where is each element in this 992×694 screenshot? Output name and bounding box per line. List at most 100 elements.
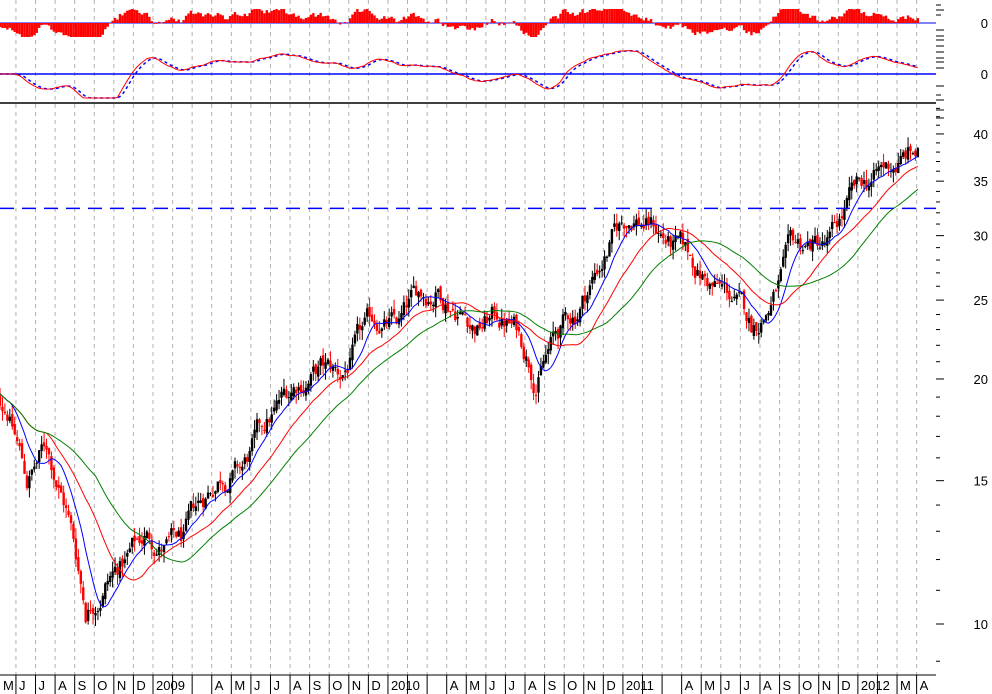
histogram-bar xyxy=(356,9,359,23)
histogram-bar xyxy=(583,12,587,23)
price-bar-body xyxy=(916,148,920,158)
price-bar xyxy=(47,447,51,465)
price-bar xyxy=(547,341,550,365)
price-bar-body xyxy=(130,537,134,547)
histogram-bar xyxy=(157,21,161,23)
price-bar-body xyxy=(231,470,234,481)
price-bar-body xyxy=(520,334,523,347)
price-bar-body xyxy=(248,451,251,462)
histogram-bar xyxy=(666,23,670,26)
price-bar xyxy=(830,214,834,237)
histogram-bar xyxy=(620,9,623,23)
histogram-bar xyxy=(706,23,709,34)
histogram-bar xyxy=(529,23,533,37)
price-bar xyxy=(476,324,479,336)
price-bar-body xyxy=(153,552,156,556)
price-bar xyxy=(314,363,317,382)
histogram-bar xyxy=(211,16,215,23)
histogram-bar xyxy=(764,23,768,26)
price-bar-body xyxy=(209,493,212,495)
price-bar xyxy=(838,213,841,231)
histogram-bar xyxy=(916,18,920,23)
histogram-bar xyxy=(515,23,518,26)
histogram-bar xyxy=(640,18,643,23)
price-bar xyxy=(654,215,658,234)
histogram-indicator-panel xyxy=(0,9,936,37)
x-tick-label: O xyxy=(332,678,342,693)
histogram-bar xyxy=(737,23,741,26)
price-bar xyxy=(106,573,109,592)
price-bar-body xyxy=(135,538,139,540)
price-bar-body xyxy=(674,235,677,243)
price-bar-body xyxy=(894,168,898,173)
price-bar-body xyxy=(405,305,408,307)
histogram-bar xyxy=(610,9,614,23)
y-tick-label: 10 xyxy=(974,617,988,632)
histogram-bar xyxy=(446,23,450,27)
histogram-bar xyxy=(473,23,477,31)
histogram-bar xyxy=(581,9,584,23)
histogram-bar xyxy=(512,21,516,23)
histogram-bar xyxy=(172,18,176,23)
histogram-bar xyxy=(591,9,594,23)
histogram-bar xyxy=(304,17,308,23)
price-bar xyxy=(126,549,129,566)
price-bar-body xyxy=(275,400,278,411)
price-bar xyxy=(321,348,325,375)
x-tick-label: A xyxy=(763,678,772,693)
x-tick-label: M xyxy=(469,678,480,693)
price-bar-body xyxy=(55,480,58,488)
price-bar xyxy=(713,274,716,288)
price-bar-body xyxy=(503,320,506,327)
price-bar xyxy=(789,226,792,246)
histogram-bar xyxy=(703,23,707,32)
histogram-bar xyxy=(224,19,227,23)
price-bar xyxy=(189,500,193,519)
price-bar xyxy=(30,469,34,481)
histogram-bar xyxy=(108,23,112,24)
price-bar-body xyxy=(897,163,900,174)
price-bar-body xyxy=(483,316,486,329)
price-bar-body xyxy=(361,326,364,331)
histogram-bar xyxy=(314,16,317,23)
price-bar xyxy=(507,311,511,324)
price-bar xyxy=(503,312,506,338)
price-bar-body xyxy=(165,539,168,544)
price-bar xyxy=(192,493,195,513)
histogram-bar xyxy=(104,23,107,30)
price-bar xyxy=(483,310,486,332)
price-bar-body xyxy=(292,387,295,397)
price-bar xyxy=(493,302,496,321)
price-bar-body xyxy=(909,146,912,151)
price-bar-body xyxy=(74,538,78,560)
histogram-bar xyxy=(901,16,905,23)
price-bar xyxy=(471,324,474,339)
price-bar-body xyxy=(104,583,107,600)
price-bar-body xyxy=(42,442,46,447)
price-bar-body xyxy=(542,361,545,368)
histogram-bar xyxy=(742,23,746,31)
price-bar-body xyxy=(799,238,802,249)
price-bar xyxy=(62,485,65,513)
price-bar xyxy=(402,295,406,321)
price-bar xyxy=(444,298,447,322)
price-bar xyxy=(197,492,200,512)
x-tick-label: N xyxy=(587,678,596,693)
histogram-bar xyxy=(566,12,570,23)
histogram-bar xyxy=(42,23,46,25)
price-bar xyxy=(583,285,587,311)
price-bar-body xyxy=(720,284,724,287)
price-bar xyxy=(263,421,266,435)
histogram-bar xyxy=(449,23,452,27)
histogram-bar xyxy=(368,11,371,23)
price-bar xyxy=(184,511,188,533)
price-bar xyxy=(637,210,641,226)
price-bar-body xyxy=(801,249,805,252)
price-bar-body xyxy=(598,271,601,273)
price-bar-body xyxy=(498,322,501,328)
histogram-bar xyxy=(461,23,464,26)
histogram-bar xyxy=(282,9,286,23)
histogram-bar xyxy=(718,23,721,30)
price-bar-body xyxy=(840,216,844,219)
price-bar-body xyxy=(380,328,384,332)
